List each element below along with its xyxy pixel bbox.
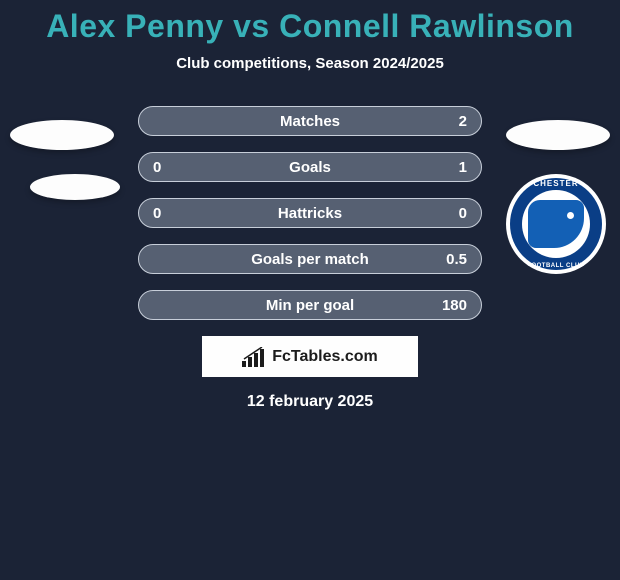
date-text: 12 february 2025 — [0, 393, 620, 411]
badge-inner — [522, 190, 590, 258]
stat-left-value: 0 — [139, 153, 175, 183]
stat-left-value: 0 — [139, 199, 175, 229]
subtitle: Club competitions, Season 2024/2025 — [0, 55, 620, 72]
stat-right-value: 1 — [445, 153, 481, 183]
stat-label: Min per goal — [266, 297, 354, 314]
footer-brand-box: FcTables.com — [202, 336, 418, 377]
footer-brand-text: FcTables.com — [272, 348, 378, 366]
lion-icon — [528, 200, 584, 248]
stat-right-value: 0 — [445, 199, 481, 229]
page-title: Alex Penny vs Connell Rawlinson — [0, 8, 620, 45]
player1-avatars — [10, 120, 120, 224]
stat-row: 0 Hattricks 0 — [138, 198, 482, 228]
player1-photo-placeholder — [10, 120, 114, 150]
badge-club-sub: FOOTBALL CLUB — [506, 263, 606, 269]
bars-icon — [242, 347, 268, 367]
stat-right-value: 2 — [445, 107, 481, 137]
badge-club-name: CHESTER — [506, 179, 606, 188]
stat-row: Min per goal 180 — [138, 290, 482, 320]
player2-avatars: CHESTER FOOTBALL CLUB — [506, 120, 610, 274]
comparison-card: Alex Penny vs Connell Rawlinson Club com… — [0, 0, 620, 580]
stat-row: Matches 2 — [138, 106, 482, 136]
player2-photo-placeholder — [506, 120, 610, 150]
stat-right-value: 0.5 — [432, 245, 481, 275]
stat-label: Matches — [280, 113, 340, 130]
stat-row: 0 Goals 1 — [138, 152, 482, 182]
player1-club-placeholder — [30, 174, 120, 200]
stat-label: Goals — [289, 159, 331, 176]
stat-right-value: 180 — [428, 291, 481, 321]
stat-label: Goals per match — [251, 251, 369, 268]
player2-club-badge: CHESTER FOOTBALL CLUB — [506, 174, 606, 274]
stat-label: Hattricks — [278, 205, 342, 222]
stat-row: Goals per match 0.5 — [138, 244, 482, 274]
